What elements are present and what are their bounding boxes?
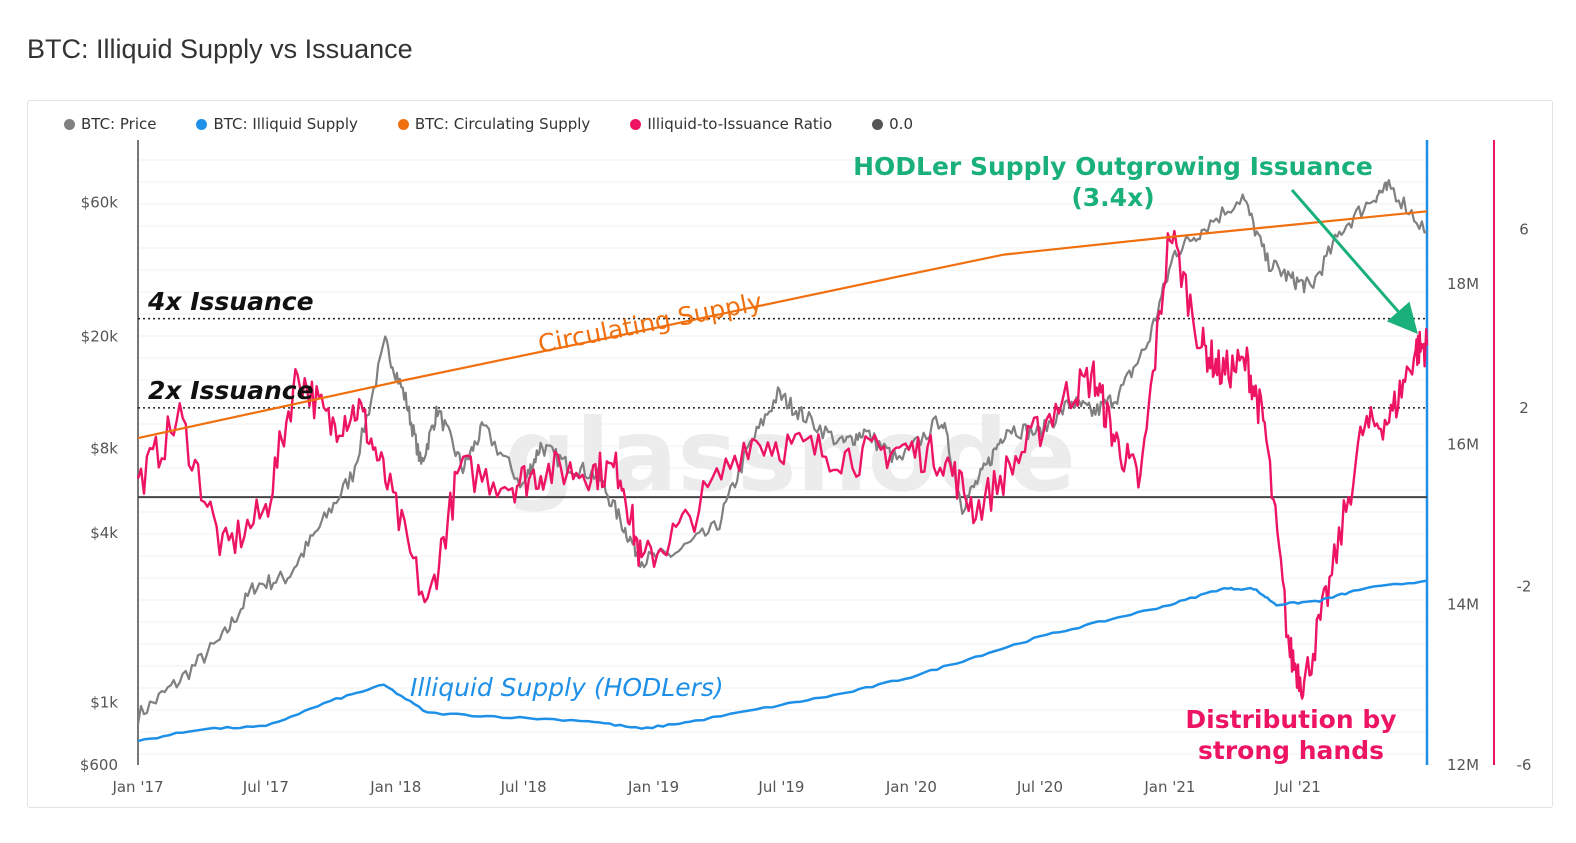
supply-tick-label: 18M — [1447, 275, 1479, 293]
legend-item-ratio[interactable]: Illiquid-to-Issuance Ratio — [630, 115, 832, 133]
legend-item-illiquid-supply[interactable]: BTC: Illiquid Supply — [196, 115, 358, 133]
distribution-annotation-line2: strong hands — [1198, 736, 1384, 765]
x-tick-label: Jul '20 — [1016, 778, 1063, 796]
price-tick-label: $4k — [90, 524, 118, 542]
legend: BTC: Price BTC: Illiquid Supply BTC: Cir… — [64, 115, 953, 133]
x-tick-label: Jan '17 — [111, 778, 163, 796]
legend-label: 0.0 — [889, 115, 913, 133]
supply-tick-label: 12M — [1447, 756, 1479, 774]
issuance-2x-label: 2x Issuance — [148, 376, 314, 405]
legend-label: BTC: Illiquid Supply — [213, 115, 358, 133]
x-tick-label: Jan '18 — [369, 778, 421, 796]
distribution-annotation-line1: Distribution by — [1185, 705, 1396, 734]
legend-item-price[interactable]: BTC: Price — [64, 115, 156, 133]
legend-item-zero-line[interactable]: 0.0 — [872, 115, 913, 133]
illiquid-supply-line — [137, 579, 1428, 743]
supply-tick-label: 16M — [1447, 435, 1479, 453]
legend-dot-icon — [872, 118, 884, 130]
price-tick-label: $20k — [81, 328, 119, 346]
page-title: BTC: Illiquid Supply vs Issuance — [27, 34, 413, 64]
legend-label: Illiquid-to-Issuance Ratio — [647, 115, 833, 133]
ratio-tick-label: 6 — [1519, 220, 1529, 238]
issuance-4x-label: 4x Issuance — [147, 287, 314, 316]
x-tick-label: Jan '21 — [1143, 778, 1195, 796]
x-tick-label: Jul '18 — [500, 778, 547, 796]
hodler-annotation-line1: HODLer Supply Outgrowing Issuance — [853, 152, 1373, 181]
legend-label: BTC: Price — [81, 115, 157, 133]
legend-label: BTC: Circulating Supply — [414, 115, 591, 133]
supply-tick-label: 14M — [1447, 596, 1479, 614]
x-tick-label: Jan '19 — [627, 778, 679, 796]
hodler-annotation-line2: (3.4x) — [1071, 183, 1154, 212]
ratio-tick-label: -2 — [1517, 577, 1532, 595]
legend-item-circulating-supply[interactable]: BTC: Circulating Supply — [397, 115, 591, 133]
illiquid-supply-label: Illiquid Supply (HODLers) — [410, 673, 724, 702]
x-tick-label: Jan '20 — [885, 778, 937, 796]
legend-dot-icon — [64, 118, 75, 130]
legend-dot-icon — [630, 118, 642, 130]
price-tick-label: $60k — [81, 193, 119, 211]
x-tick-label: Jul '19 — [757, 778, 804, 796]
x-tick-label: Jul '21 — [1274, 778, 1321, 796]
legend-dot-icon — [397, 118, 409, 130]
x-tick-label: Jul '17 — [242, 778, 289, 796]
hodler-arrow — [1290, 189, 1418, 335]
price-tick-label: $8k — [90, 440, 118, 458]
price-tick-label: $1k — [90, 694, 118, 712]
legend-dot-icon — [196, 118, 208, 130]
ratio-tick-label: 2 — [1519, 399, 1529, 417]
ratio-line — [136, 229, 1429, 700]
price-tick-label: $600 — [80, 756, 118, 774]
price-line — [136, 179, 1428, 725]
circulating-supply-label: Circulating Supply — [536, 287, 765, 359]
circulating-supply-line — [137, 210, 1428, 440]
ratio-tick-label: -6 — [1517, 756, 1532, 774]
